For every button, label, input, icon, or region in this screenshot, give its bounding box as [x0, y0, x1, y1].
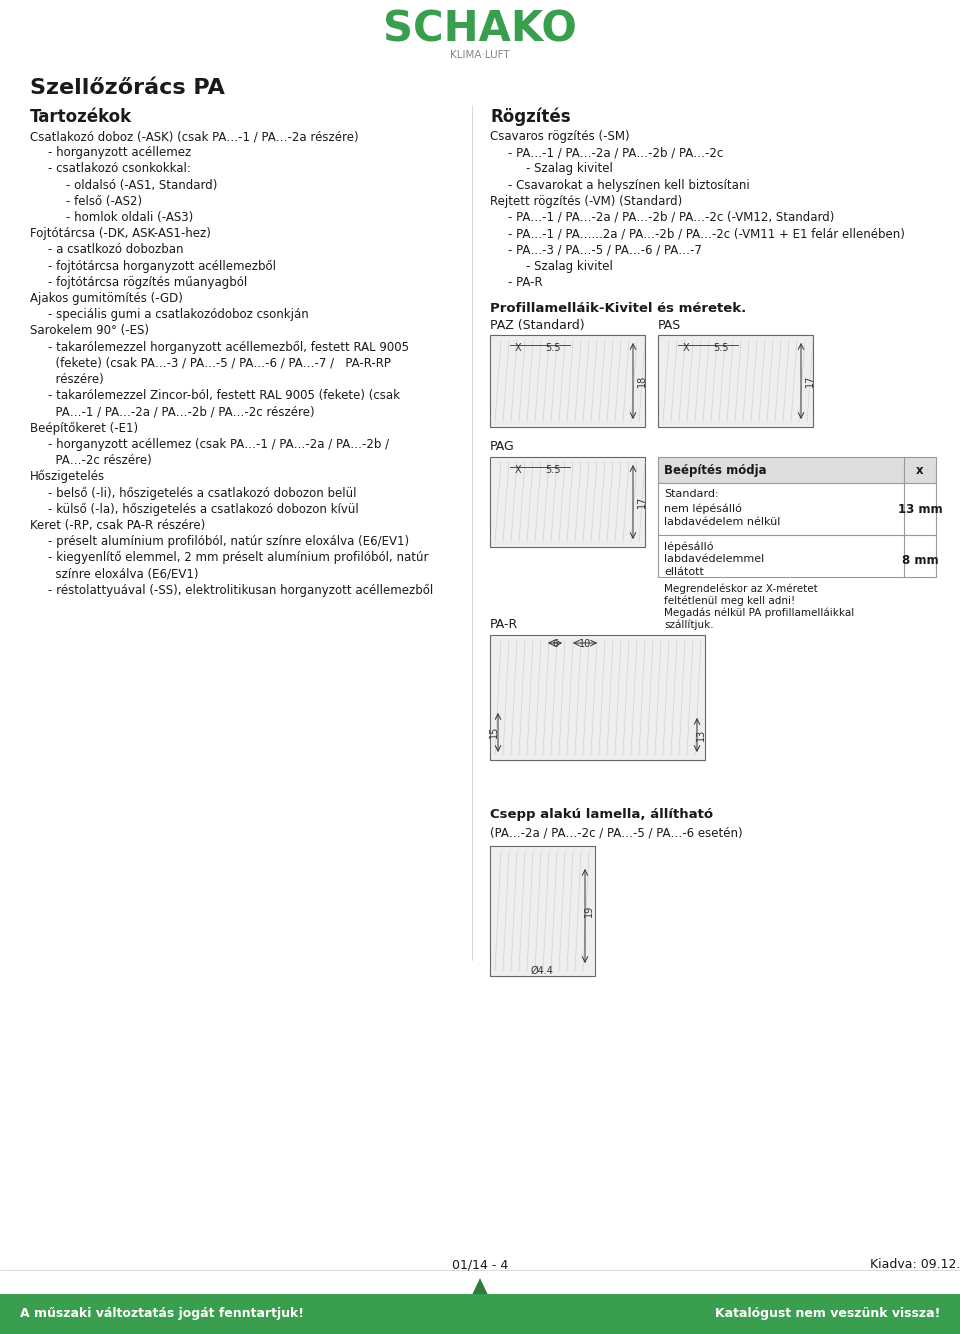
Text: PAS: PAS [658, 319, 682, 332]
Text: Csepp alakú lamella, állítható: Csepp alakú lamella, állítható [490, 808, 713, 820]
Text: 8 mm: 8 mm [901, 554, 938, 567]
Text: - takarólemezzel horganyzott acéllemezből, festett RAL 9005: - takarólemezzel horganyzott acéllemezbő… [48, 340, 409, 354]
Text: - külső (-la), hőszigetelés a csatlakozó dobozon kívül: - külső (-la), hőszigetelés a csatlakozó… [48, 503, 359, 516]
Text: - Csavarokat a helyszínen kell biztosítani: - Csavarokat a helyszínen kell biztosíta… [508, 179, 750, 192]
Bar [0, 1294, 960, 1334]
Text: PAG: PAG [490, 440, 515, 454]
Text: labdavédelemmel: labdavédelemmel [664, 554, 764, 564]
Bar [658, 458, 936, 483]
Text: Csatlakozó doboz (-ASK) (csak PA…-1 / PA…-2a részére): Csatlakozó doboz (-ASK) (csak PA…-1 / PA… [30, 129, 359, 143]
Text: Szellőzőrács PA: Szellőzőrács PA [30, 77, 225, 97]
Text: Standard:: Standard: [664, 490, 719, 499]
Text: labdavédelem nélkül: labdavédelem nélkül [664, 518, 780, 527]
Bar [490, 635, 705, 760]
Polygon shape [472, 1278, 488, 1295]
Text: lépésálló: lépésálló [664, 542, 713, 551]
Text: 01/14 - 4: 01/14 - 4 [452, 1258, 508, 1271]
Text: (fekete) (csak PA…-3 / PA…-5 / PA…-6 / PA…-7 /   PA-R-RP: (fekete) (csak PA…-3 / PA…-5 / PA…-6 / P… [48, 356, 391, 370]
Text: PA…-2c részére): PA…-2c részére) [48, 454, 152, 467]
Text: 5.5: 5.5 [713, 343, 729, 354]
Text: - PA…-1 / PA…...2a / PA…-2b / PA…-2c (-VM11 + E1 felár ellenében): - PA…-1 / PA…...2a / PA…-2b / PA…-2c (-V… [508, 227, 905, 240]
Text: 17: 17 [805, 375, 815, 387]
Bar [490, 458, 645, 547]
Text: - a csatlkozó dobozban: - a csatlkozó dobozban [48, 243, 183, 256]
Text: Fojtótárcsa (-DK, ASK-AS1-hez): Fojtótárcsa (-DK, ASK-AS1-hez) [30, 227, 211, 240]
Text: - réstolattyuával (-SS), elektrolitikusan horganyzott acéllemezből: - réstolattyuával (-SS), elektrolitikusa… [48, 583, 433, 596]
Text: - speciális gumi a csatlakozódoboz csonkján: - speciális gumi a csatlakozódoboz csonk… [48, 308, 309, 321]
Text: 13 mm: 13 mm [898, 503, 943, 516]
Text: Megrendeléskor az X-méretet: Megrendeléskor az X-méretet [664, 583, 818, 594]
Text: 19: 19 [584, 904, 594, 918]
Bar [658, 335, 813, 427]
Text: Beépítés módja: Beépítés módja [664, 464, 767, 478]
Text: részére): részére) [48, 374, 104, 386]
Text: - PA…-1 / PA…-2a / PA…-2b / PA…-2c: - PA…-1 / PA…-2a / PA…-2b / PA…-2c [508, 147, 723, 159]
Text: - fojtótárcsa horganyzott acéllemezből: - fojtótárcsa horganyzott acéllemezből [48, 260, 276, 272]
Text: Keret (-RP, csak PA-R részére): Keret (-RP, csak PA-R részére) [30, 519, 205, 532]
Text: - felső (-AS2): - felső (-AS2) [66, 195, 142, 208]
Text: PA…-1 / PA…-2a / PA…-2b / PA…-2c részére): PA…-1 / PA…-2a / PA…-2b / PA…-2c részére… [48, 406, 315, 419]
Text: Ø4.4: Ø4.4 [531, 966, 553, 976]
Bar [658, 483, 936, 535]
Text: Beépítőkeret (-E1): Beépítőkeret (-E1) [30, 422, 138, 435]
Text: Ajakos gumitömítés (-GD): Ajakos gumitömítés (-GD) [30, 292, 182, 305]
Bar [658, 535, 936, 578]
Text: - PA…-1 / PA…-2a / PA…-2b / PA…-2c (-VM12, Standard): - PA…-1 / PA…-2a / PA…-2b / PA…-2c (-VM1… [508, 211, 834, 224]
Text: - fojtótárcsa rögzítés műanyagból: - fojtótárcsa rögzítés műanyagból [48, 276, 248, 288]
Text: 15: 15 [489, 726, 499, 738]
Text: ellátott: ellátott [664, 567, 704, 578]
Text: - Szalag kivitel: - Szalag kivitel [526, 163, 612, 175]
Text: Megadás nélkül PA profillamelláikkal: Megadás nélkül PA profillamelláikkal [664, 607, 854, 618]
Text: Katalógust nem veszünk vissza!: Katalógust nem veszünk vissza! [714, 1307, 940, 1321]
Text: 13: 13 [696, 728, 706, 742]
Text: 5.5: 5.5 [545, 466, 561, 475]
Text: KLIMA·LUFT: KLIMA·LUFT [450, 49, 510, 60]
Text: 18: 18 [637, 375, 647, 387]
Text: - Szalag kivitel: - Szalag kivitel [526, 260, 612, 272]
Text: Kiadva: 09.12.2013: Kiadva: 09.12.2013 [870, 1258, 960, 1271]
Bar [490, 846, 595, 976]
Text: - csatlakozó csonkokkal:: - csatlakozó csonkokkal: [48, 163, 191, 175]
Bar [490, 335, 645, 427]
Text: X: X [515, 466, 521, 475]
Text: PA-R: PA-R [490, 618, 518, 631]
Text: Rejtett rögzítés (-VM) (Standard): Rejtett rögzítés (-VM) (Standard) [490, 195, 683, 208]
Text: - takarólemezzel Zincor-ból, festett RAL 9005 (fekete) (csak: - takarólemezzel Zincor-ból, festett RAL… [48, 390, 400, 402]
Text: (PA…-2a / PA…-2c / PA…-5 / PA…-6 esetén): (PA…-2a / PA…-2c / PA…-5 / PA…-6 esetén) [490, 826, 743, 839]
Text: nem lépésálló: nem lépésálló [664, 503, 742, 514]
Text: - préselt alumínium profilóból, natúr színre eloxálva (E6/EV1): - préselt alumínium profilóból, natúr sz… [48, 535, 409, 548]
Text: - oldalsó (-AS1, Standard): - oldalsó (-AS1, Standard) [66, 179, 217, 192]
Text: - kiegyenlítő elemmel, 2 mm préselt alumínium profilóból, natúr: - kiegyenlítő elemmel, 2 mm préselt alum… [48, 551, 428, 564]
Text: 10: 10 [579, 639, 591, 650]
Text: Csavaros rögzítés (-SM): Csavaros rögzítés (-SM) [490, 129, 630, 143]
Text: 5.5: 5.5 [545, 343, 561, 354]
Text: színre eloxálva (E6/EV1): színre eloxálva (E6/EV1) [48, 567, 199, 580]
Text: Profillamelláik-Kivitel és méretek.: Profillamelláik-Kivitel és méretek. [490, 301, 746, 315]
Text: PAZ (Standard): PAZ (Standard) [490, 319, 585, 332]
Text: X: X [515, 343, 521, 354]
Text: A műszaki változtatás jogát fenntartjuk!: A műszaki változtatás jogát fenntartjuk! [20, 1307, 304, 1321]
Text: szállítjuk.: szállítjuk. [664, 619, 713, 630]
Text: Tartozékok: Tartozékok [30, 108, 132, 125]
Text: X: X [683, 343, 689, 354]
Text: - PA…-3 / PA…-5 / PA…-6 / PA…-7: - PA…-3 / PA…-5 / PA…-6 / PA…-7 [508, 243, 702, 256]
Text: 17: 17 [637, 496, 647, 508]
Text: feltétlenül meg kell adni!: feltétlenül meg kell adni! [664, 595, 795, 606]
Text: Sarokelem 90° (-ES): Sarokelem 90° (-ES) [30, 324, 149, 338]
Text: - belső (-li), hőszigetelés a csatlakozó dobozon belül: - belső (-li), hőszigetelés a csatlakozó… [48, 487, 356, 499]
Text: SCHAKO: SCHAKO [383, 8, 577, 49]
Text: - homlok oldali (-AS3): - homlok oldali (-AS3) [66, 211, 193, 224]
Text: 6: 6 [552, 639, 558, 650]
Text: Rögzítés: Rögzítés [490, 108, 570, 127]
Text: x: x [916, 464, 924, 478]
Text: - horganyzott acéllemez: - horganyzott acéllemez [48, 147, 191, 159]
Text: Hőszigetelés: Hőszigetelés [30, 470, 106, 483]
Text: - PA-R: - PA-R [508, 276, 542, 288]
Text: - horganyzott acéllemez (csak PA…-1 / PA…-2a / PA…-2b /: - horganyzott acéllemez (csak PA…-1 / PA… [48, 438, 389, 451]
